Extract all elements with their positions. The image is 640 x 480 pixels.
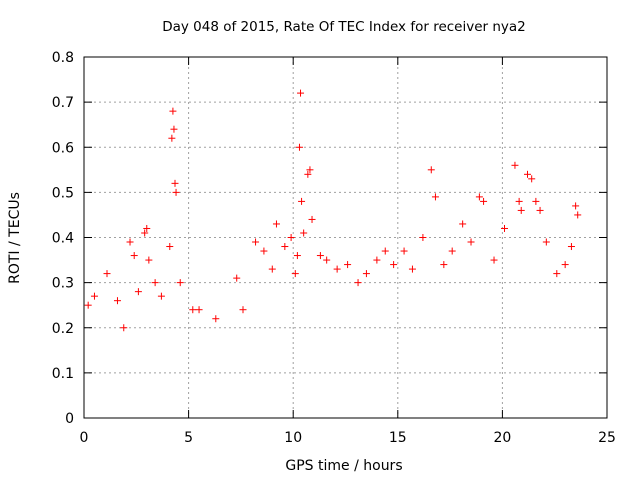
data-point: [362, 270, 370, 278]
y-tick-label: 0.4: [52, 231, 74, 247]
data-point: [166, 243, 174, 251]
data-point: [84, 301, 92, 309]
data-point: [323, 256, 331, 264]
data-point: [500, 224, 508, 232]
data-point: [172, 188, 180, 196]
data-point: [467, 238, 475, 246]
data-point: [344, 261, 352, 269]
data-point: [515, 197, 523, 205]
data-point: [572, 202, 580, 210]
data-point: [239, 306, 247, 314]
data-point: [561, 261, 569, 269]
x-tick-label: 20: [493, 430, 511, 446]
data-point: [390, 261, 398, 269]
data-point: [141, 229, 149, 237]
data-points: [84, 89, 582, 332]
data-point: [171, 179, 179, 187]
data-point: [168, 134, 176, 142]
data-point: [281, 243, 289, 251]
data-point: [381, 247, 389, 255]
data-point: [490, 256, 498, 264]
data-point: [427, 166, 435, 174]
data-point: [304, 170, 312, 178]
data-point: [532, 197, 540, 205]
y-tick-label: 0.2: [52, 321, 74, 337]
x-tick-label: 5: [184, 430, 193, 446]
data-point: [373, 256, 381, 264]
data-point: [553, 270, 561, 278]
data-point: [459, 220, 467, 228]
data-point: [517, 206, 525, 214]
data-point: [475, 193, 483, 201]
data-point: [113, 297, 121, 305]
y-tick-label: 0.3: [52, 276, 74, 292]
data-point: [306, 166, 314, 174]
data-point: [130, 252, 138, 260]
y-tick-label: 0: [65, 411, 74, 427]
data-point: [528, 175, 536, 183]
data-point: [354, 279, 362, 287]
y-tick-label: 0.6: [52, 140, 74, 156]
data-point: [157, 292, 165, 300]
data-point: [120, 324, 128, 332]
data-point: [145, 256, 153, 264]
data-point: [524, 170, 532, 178]
y-tick-label: 0.1: [52, 366, 74, 382]
data-point: [170, 125, 178, 133]
y-tick-label: 0.8: [52, 50, 74, 66]
data-point: [448, 247, 456, 255]
data-point: [408, 265, 416, 273]
data-point: [126, 238, 134, 246]
data-point: [542, 238, 550, 246]
data-point: [195, 306, 203, 314]
y-tick-label: 0.7: [52, 95, 74, 111]
data-point: [103, 270, 111, 278]
data-point: [272, 220, 280, 228]
data-point: [291, 270, 299, 278]
y-tick-label: 0.5: [52, 185, 74, 201]
data-point: [151, 279, 159, 287]
data-point: [143, 224, 151, 232]
data-point: [169, 107, 177, 115]
data-point: [287, 234, 295, 241]
data-point: [333, 265, 341, 273]
x-tick-label: 15: [389, 430, 407, 446]
data-point: [90, 292, 98, 300]
data-point: [295, 143, 303, 151]
data-point: [260, 247, 268, 255]
data-point: [300, 229, 308, 237]
data-point: [567, 243, 575, 251]
data-point: [400, 247, 408, 255]
x-tick-label: 10: [284, 430, 302, 446]
data-point: [252, 238, 260, 246]
data-point: [298, 197, 306, 205]
data-point: [419, 234, 427, 241]
x-tick-label: 0: [80, 430, 89, 446]
plot-frame: [83, 56, 608, 419]
data-point: [297, 89, 305, 97]
grid-lines: [84, 57, 607, 418]
data-point: [316, 252, 324, 260]
data-point: [268, 265, 276, 273]
data-point: [440, 261, 448, 269]
data-point: [511, 161, 519, 169]
chart-title: Day 048 of 2015, Rate Of TEC Index for r…: [162, 19, 526, 35]
y-axis-label: ROTI / TECUs: [7, 192, 23, 284]
data-point: [431, 193, 439, 201]
axes: 0 0.1 0.2 0.3 0.4 0.5 0.6 0.7 0.8 0 5 10 15 20 25: [52, 50, 616, 446]
data-point: [480, 197, 488, 205]
data-point: [189, 306, 197, 314]
data-point: [176, 279, 184, 287]
data-point: [293, 252, 301, 260]
data-point: [308, 215, 316, 223]
data-point: [574, 211, 582, 219]
data-point: [212, 315, 220, 323]
x-tick-label: 25: [598, 430, 616, 446]
x-axis-label: GPS time / hours: [285, 458, 402, 474]
data-point: [233, 274, 241, 282]
data-point: [134, 288, 142, 296]
data-point: [536, 206, 544, 214]
